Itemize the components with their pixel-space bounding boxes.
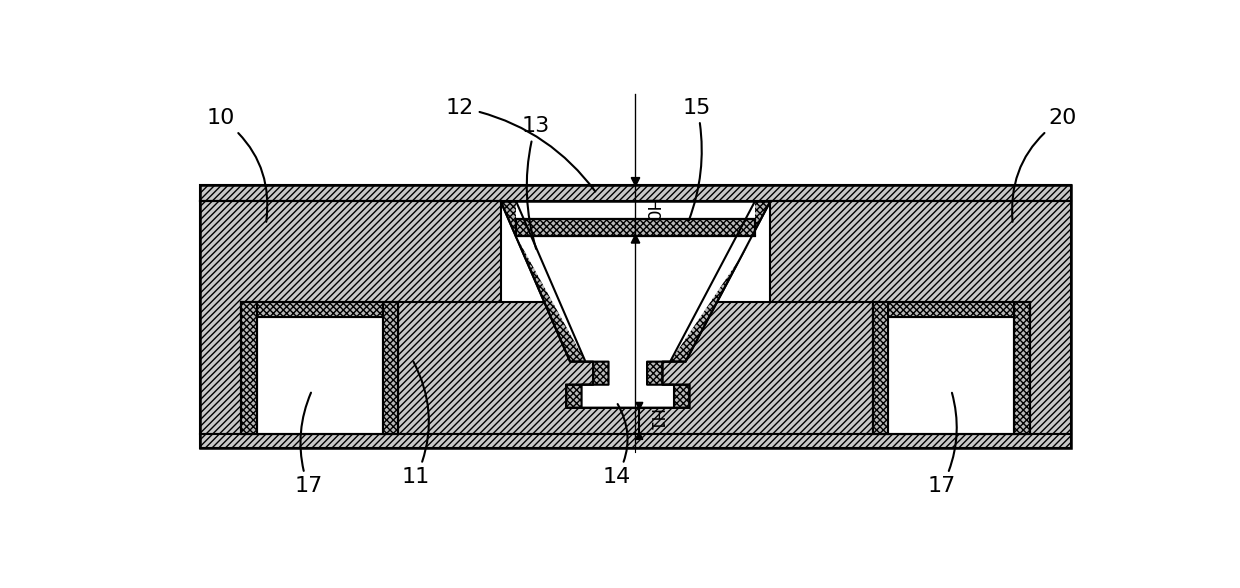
Polygon shape xyxy=(770,202,1070,434)
Polygon shape xyxy=(636,402,642,409)
Text: 10: 10 xyxy=(207,108,268,222)
Polygon shape xyxy=(873,302,888,434)
Polygon shape xyxy=(516,202,755,219)
Polygon shape xyxy=(516,219,755,236)
Polygon shape xyxy=(631,178,640,186)
Polygon shape xyxy=(201,434,1070,448)
Text: 12: 12 xyxy=(446,98,595,192)
Polygon shape xyxy=(516,202,755,408)
Text: 14: 14 xyxy=(603,404,630,487)
Polygon shape xyxy=(398,302,873,434)
Polygon shape xyxy=(242,302,257,434)
Polygon shape xyxy=(201,202,501,434)
Text: H1: H1 xyxy=(646,409,663,432)
Polygon shape xyxy=(383,302,398,434)
Polygon shape xyxy=(516,236,755,362)
Text: 17: 17 xyxy=(928,393,957,496)
Polygon shape xyxy=(257,317,383,434)
Text: 11: 11 xyxy=(402,362,430,487)
Polygon shape xyxy=(873,302,1029,317)
Polygon shape xyxy=(888,317,1014,434)
Text: 20: 20 xyxy=(1012,108,1078,222)
Polygon shape xyxy=(201,185,1070,202)
Polygon shape xyxy=(242,302,398,317)
Text: 17: 17 xyxy=(294,393,322,496)
Polygon shape xyxy=(1014,302,1029,434)
Text: H0: H0 xyxy=(641,198,660,223)
Polygon shape xyxy=(501,202,770,408)
Text: 13: 13 xyxy=(521,116,549,249)
Polygon shape xyxy=(631,235,640,243)
Polygon shape xyxy=(636,432,642,439)
Text: 15: 15 xyxy=(683,98,712,220)
